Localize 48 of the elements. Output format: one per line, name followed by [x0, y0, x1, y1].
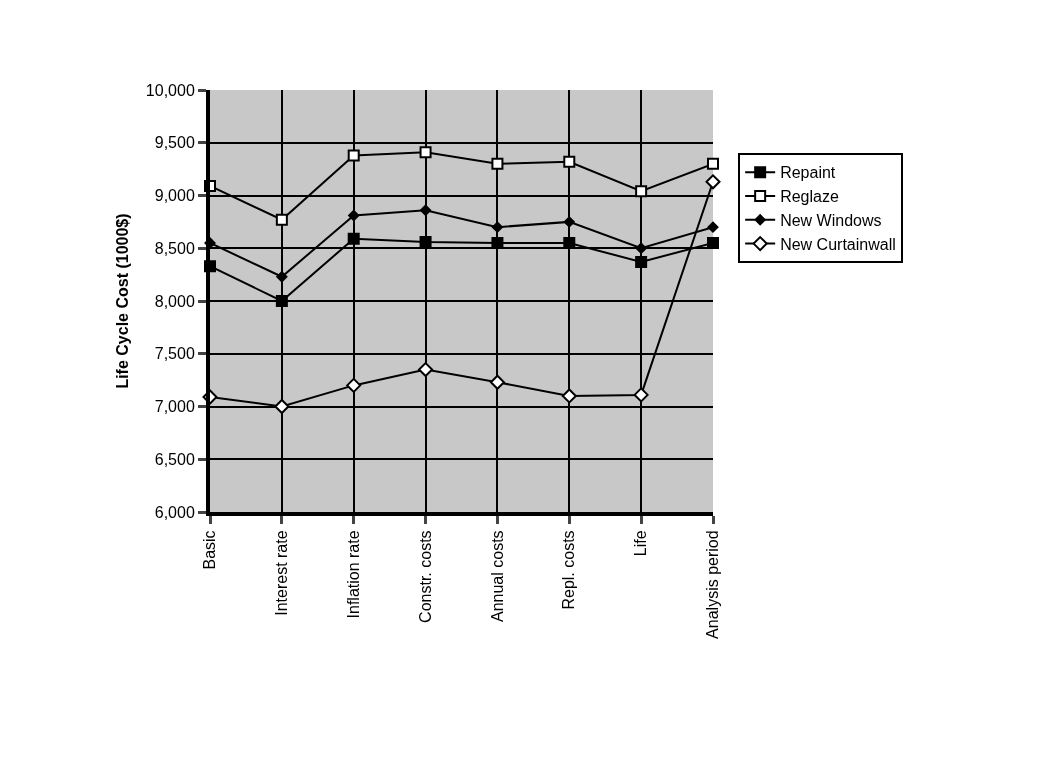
point [347, 149, 360, 162]
y-tick-label: 9,000 [154, 187, 195, 205]
x-tick-label: Constr. costs [416, 530, 434, 623]
x-tick-label: Analysis period [704, 530, 722, 639]
point [346, 377, 362, 393]
point [563, 155, 576, 168]
y-tick-label: 6,000 [154, 503, 195, 521]
point [563, 216, 575, 228]
y-tick-label: 7,500 [154, 345, 195, 363]
point [419, 146, 432, 159]
point [418, 362, 434, 378]
y-tick-label: 9,500 [154, 134, 195, 152]
point [635, 185, 648, 198]
point [347, 232, 360, 245]
legend-label: Repaint [780, 164, 836, 182]
legend-label: New Curtainwall [780, 235, 896, 253]
x-tick-label: Interest rate [273, 530, 291, 616]
x-tick-label: Life [632, 530, 650, 557]
point [633, 387, 649, 403]
point [275, 295, 288, 307]
point [276, 271, 288, 283]
legend-label: New Windows [780, 212, 882, 230]
point [635, 255, 648, 268]
point [707, 221, 719, 233]
point [489, 374, 505, 390]
x-tick-label: Repl. costs [560, 530, 578, 610]
y-tick-label: 8,500 [154, 239, 195, 257]
point [420, 204, 432, 216]
y-tick-label: 6,500 [154, 450, 195, 468]
point [348, 210, 360, 222]
point [561, 388, 577, 404]
point [705, 174, 721, 190]
y-axis-title: Life Cycle Cost (1000$) [114, 213, 132, 389]
y-tick-label: 8,000 [154, 292, 195, 310]
legend-label: Reglaze [780, 188, 839, 206]
x-tick-label: Annual costs [488, 530, 506, 623]
x-tick-label: Inflation rate [344, 530, 362, 619]
point [635, 242, 647, 254]
point [275, 213, 288, 226]
y-tick-label: 7,000 [154, 398, 195, 416]
point [419, 235, 432, 248]
point [491, 157, 504, 170]
x-tick-label: Basic [201, 530, 219, 570]
point [707, 157, 719, 170]
y-tick-label: 10,000 [145, 81, 195, 99]
point [707, 236, 719, 249]
point [491, 221, 503, 233]
point [274, 399, 290, 414]
